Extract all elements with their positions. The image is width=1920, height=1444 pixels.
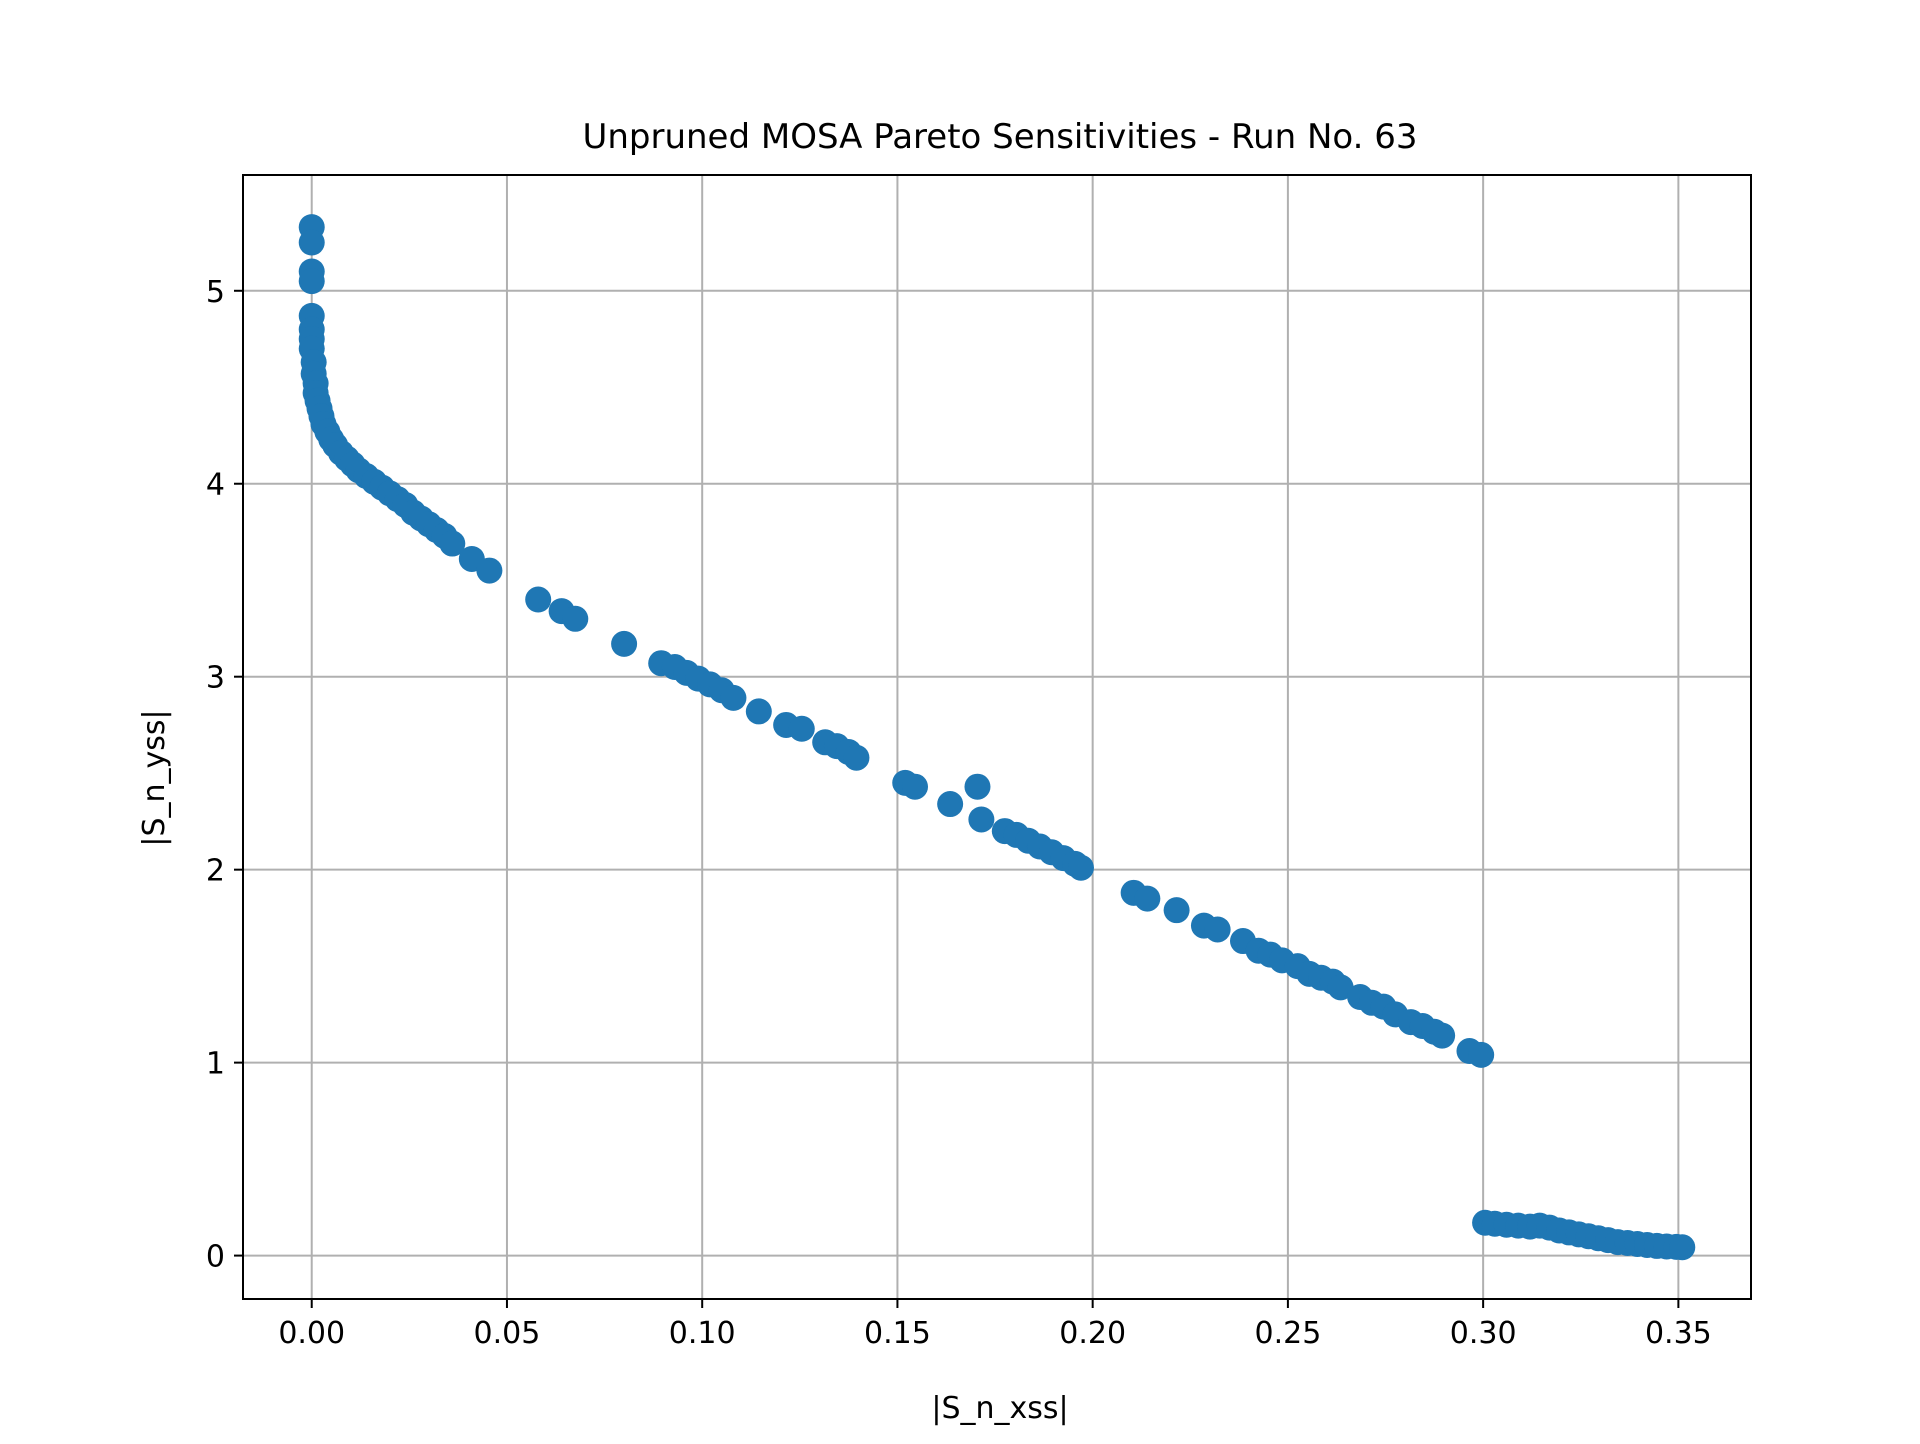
y-tick-label: 0 (206, 1240, 225, 1275)
x-tick-label: 0.30 (1450, 1316, 1517, 1351)
x-tick-label: 0.00 (278, 1316, 345, 1351)
plot-area-frame (242, 174, 1752, 1300)
scatter-point (720, 684, 747, 711)
scatter-point (902, 773, 929, 800)
x-tick-label: 0.05 (474, 1316, 541, 1351)
y-tick-label: 4 (206, 468, 225, 503)
x-tick-label: 0.15 (864, 1316, 931, 1351)
scatter-point (1327, 974, 1354, 1001)
scatter-point (476, 557, 503, 584)
scatter-point (745, 698, 772, 725)
scatter-point (1067, 854, 1094, 881)
scatter-point (1669, 1234, 1696, 1261)
scatter-points (298, 214, 1696, 1261)
x-tick-label: 0.35 (1645, 1316, 1712, 1351)
scatter-point (439, 530, 466, 557)
scatter-point (843, 744, 870, 771)
scatter-point (298, 229, 325, 256)
x-axis-ticks: 0.00 0.05 0.10 0.15 0.20 0.25 0.30 0.35 (278, 1299, 1712, 1351)
x-tick-label: 0.25 (1255, 1316, 1322, 1351)
scatter-point (968, 806, 995, 833)
y-tick-label: 5 (206, 275, 225, 310)
scatter-point (1163, 897, 1190, 924)
x-axis-label: |S_n_xss| (931, 1391, 1068, 1426)
scatter-point (298, 268, 325, 295)
x-tick-label: 0.10 (669, 1316, 736, 1351)
chart-title: Unpruned MOSA Pareto Sensitivities - Run… (582, 117, 1417, 157)
scatter-point (964, 773, 991, 800)
scatter-point (611, 630, 638, 657)
y-tick-label: 2 (206, 854, 225, 889)
y-axis-label: |S_n_yss| (137, 709, 172, 846)
scatter-point (788, 715, 815, 742)
scatter-point (1429, 1022, 1456, 1049)
x-tick-label: 0.20 (1059, 1316, 1126, 1351)
scatter-point (1468, 1041, 1495, 1068)
scatter-point (525, 586, 552, 613)
y-tick-label: 1 (206, 1047, 225, 1082)
y-tick-label: 3 (206, 661, 225, 696)
scatter-point (1134, 885, 1161, 912)
scatter-point (1204, 916, 1231, 943)
scatter-point (937, 791, 964, 818)
grid-lines (243, 175, 1751, 1299)
y-axis-ticks: 0 1 2 3 4 5 (206, 275, 243, 1275)
scatter-point (562, 605, 589, 632)
